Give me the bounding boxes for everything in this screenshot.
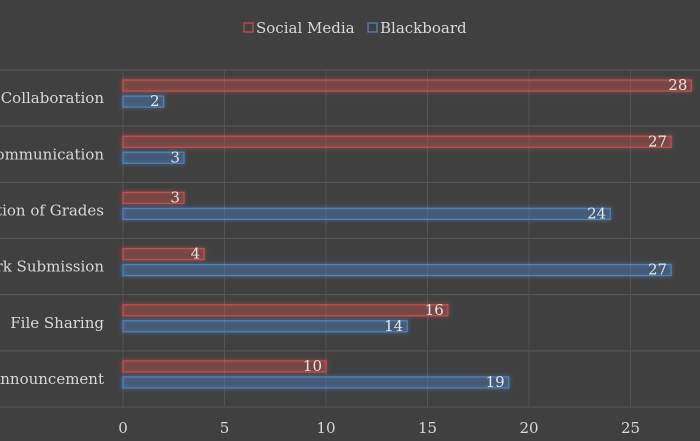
bar: [122, 79, 693, 92]
category-label: Collaboration: [1, 89, 105, 107]
bar: [122, 360, 327, 373]
bar: [122, 376, 510, 389]
data-label: 27: [648, 132, 667, 150]
data-label: 24: [587, 204, 606, 222]
data-label: 3: [170, 148, 180, 166]
bar: [122, 263, 672, 277]
bar: [122, 320, 408, 333]
bar: [122, 135, 672, 148]
category-label: Work Submission: [0, 258, 104, 276]
category-labels: Collaboration Communication Notification o…: [0, 89, 104, 388]
category-label: Announcement: [0, 370, 104, 388]
x-tick-label: 25: [621, 419, 640, 437]
category-label: Notification of Grades: [0, 201, 104, 219]
gridlines: [0, 69, 700, 408]
x-tick-label: 0: [118, 419, 128, 437]
x-axis-ticks: 0 5 10 15 20 25: [118, 419, 640, 437]
data-label: 16: [425, 301, 444, 319]
x-tick-label: 10: [316, 419, 335, 437]
bars: 28 2 27 3 3 24 4 27 16 14 10 19: [122, 76, 693, 391]
bar: [122, 304, 449, 317]
bar: [122, 191, 185, 205]
bar: [122, 247, 205, 261]
category-label: Communication: [0, 145, 104, 163]
x-tick-label: 5: [220, 419, 230, 437]
legend-swatch: [367, 22, 378, 33]
legend-label: Social Media: [256, 19, 355, 37]
legend-swatch: [243, 22, 254, 33]
legend: Social Media Blackboard: [243, 19, 467, 37]
x-tick-label: 15: [418, 419, 437, 437]
data-label: 14: [384, 317, 403, 335]
data-label: 4: [191, 245, 201, 263]
data-label: 3: [170, 188, 180, 206]
data-label: 27: [648, 261, 667, 279]
data-label: 19: [486, 373, 505, 391]
legend-label: Blackboard: [380, 19, 467, 37]
data-label: 10: [303, 357, 322, 375]
x-tick-label: 20: [519, 419, 538, 437]
data-label: 2: [150, 92, 160, 110]
data-label: 28: [668, 76, 687, 94]
bar: [122, 207, 611, 221]
category-label: File Sharing: [10, 314, 104, 332]
bar: [122, 95, 165, 108]
bar: [122, 151, 185, 164]
